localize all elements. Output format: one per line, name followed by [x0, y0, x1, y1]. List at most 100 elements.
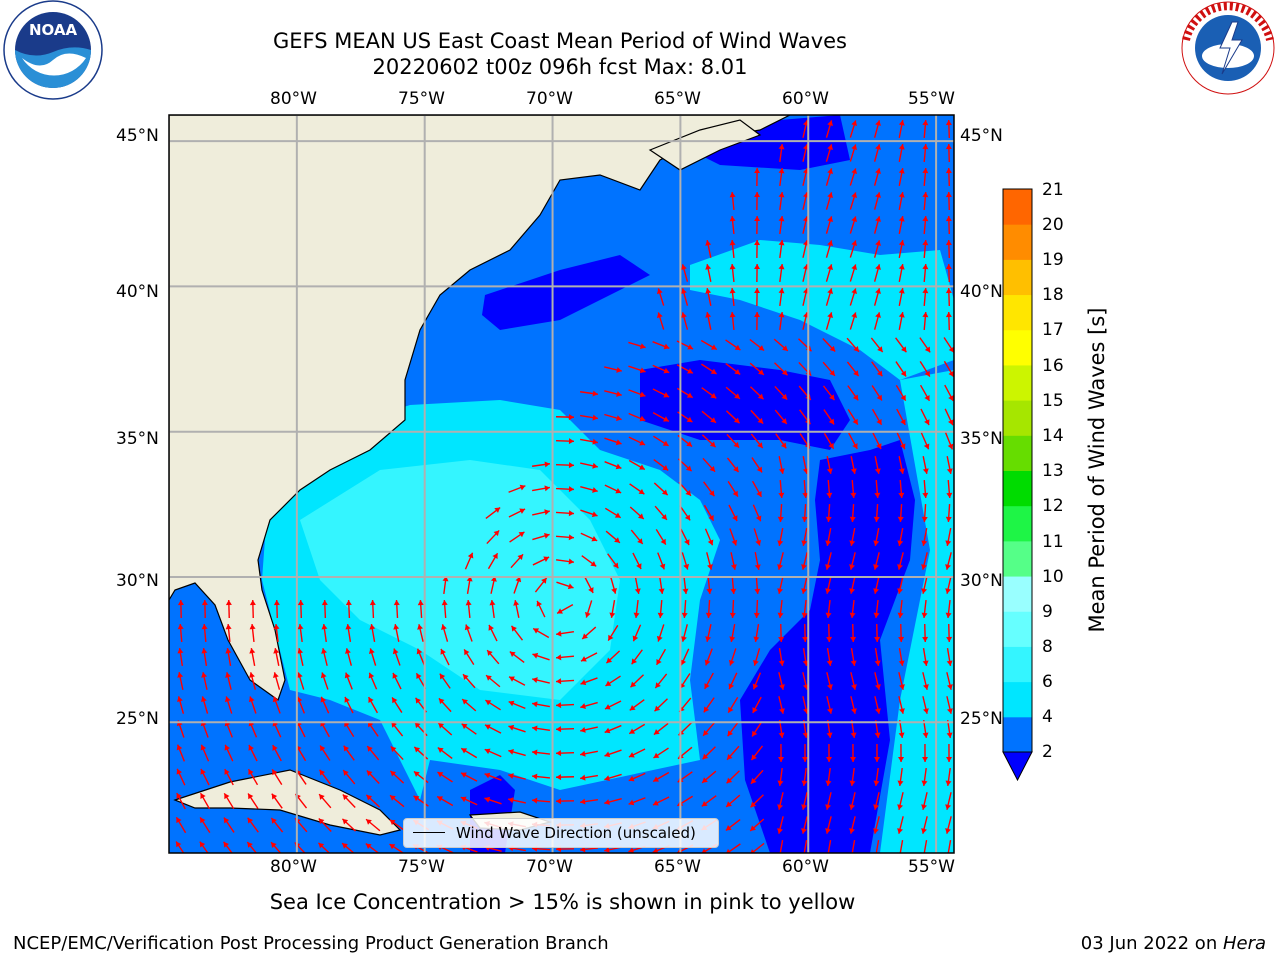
wave-direction-arrow: [945, 528, 952, 546]
wave-direction-arrow: [345, 623, 352, 643]
wave-direction-arrow: [922, 648, 929, 666]
wave-direction-arrow: [652, 364, 670, 374]
wave-direction-arrow: [199, 817, 211, 833]
colorbar-tick: 11: [1042, 532, 1064, 552]
wave-direction-arrow: [629, 674, 645, 688]
wave-direction-arrow: [508, 508, 526, 518]
wave-direction-arrow: [729, 528, 738, 546]
footer-date-text: 03 Jun 2022 on: [1080, 933, 1223, 954]
wave-direction-arrow: [510, 553, 524, 569]
wave-direction-arrow: [754, 215, 761, 235]
wave-direction-arrow: [177, 599, 184, 619]
wave-direction-arrow: [297, 623, 304, 643]
wave-direction-arrow: [705, 264, 712, 282]
wave-direction-arrow: [534, 577, 548, 593]
wave-direction-arrow: [922, 143, 929, 163]
wave-direction-arrow: [945, 816, 952, 834]
wave-direction-arrow: [249, 648, 256, 666]
wave-direction-arrow: [555, 774, 575, 781]
wave-direction-arrow: [440, 648, 450, 666]
wave-direction-arrow: [486, 649, 500, 665]
wave-direction-arrow: [656, 312, 665, 330]
wave-direction-arrow: [898, 144, 905, 162]
wave-direction-arrow: [870, 337, 884, 353]
wave-direction-arrow: [726, 745, 740, 761]
wave-direction-arrow: [752, 504, 762, 522]
wave-direction-arrow: [730, 552, 737, 570]
wave-direction-arrow: [701, 363, 717, 375]
wave-direction-arrow: [271, 768, 283, 786]
wave-direction-arrow: [413, 770, 429, 784]
wave-direction-arrow: [778, 215, 785, 235]
wave-direction-arrow: [702, 746, 716, 760]
wave-direction-arrow: [778, 479, 785, 499]
wave-direction-arrow: [273, 648, 280, 666]
wave-direction-arrow: [725, 386, 741, 400]
wave-direction-arrow: [584, 576, 594, 594]
wave-direction-arrow: [749, 362, 765, 376]
wave-direction-arrow: [729, 239, 736, 259]
wave-direction-arrow: [628, 797, 646, 806]
lat-tick-left-30n: 30°N: [116, 571, 159, 591]
wave-direction-arrow: [850, 672, 857, 690]
wave-direction-arrow: [753, 599, 760, 619]
wave-direction-arrow: [321, 599, 328, 619]
wave-direction-arrow: [922, 672, 929, 690]
wave-direction-arrow: [247, 793, 259, 809]
lon-tick-bottom-70w: 70°W: [526, 857, 573, 877]
wave-direction-arrow: [725, 794, 741, 808]
wave-direction-arrow: [484, 724, 502, 734]
wave-direction-arrow: [652, 412, 670, 422]
wave-direction-arrow: [825, 767, 832, 787]
wave-direction-arrow: [581, 626, 597, 640]
wave-direction-arrow: [413, 795, 429, 807]
colorbar-title: Mean Period of Wind Waves [s]: [1085, 307, 1109, 633]
wave-direction-arrow: [653, 459, 669, 471]
wave-direction-arrow: [390, 745, 404, 761]
wave-direction-arrow: [849, 552, 856, 570]
lon-tick-bottom-75w: 75°W: [398, 857, 445, 877]
wave-direction-arrow: [296, 672, 305, 690]
wave-direction-arrow: [342, 794, 356, 808]
wave-direction-arrow: [225, 623, 232, 643]
wave-direction-arrow: [873, 192, 881, 210]
wave-direction-arrow: [849, 144, 858, 162]
wave-direction-arrow: [778, 648, 785, 666]
wave-direction-arrow: [944, 432, 954, 450]
colorbar-tick: 16: [1042, 356, 1064, 376]
wave-direction-arrow: [580, 532, 598, 542]
wave-direction-arrow: [728, 504, 738, 522]
period-zone-cyan-ne: [690, 240, 954, 380]
wave-direction-arrow: [897, 552, 904, 570]
wave-direction-arrow: [318, 818, 332, 832]
wave-direction-arrow: [531, 773, 551, 780]
colorbar: [1002, 188, 1033, 782]
wave-direction-arrow: [581, 555, 597, 567]
wave-direction-arrow: [439, 673, 451, 689]
wave-direction-arrow: [802, 648, 809, 666]
wave-direction-arrow: [727, 696, 739, 714]
wave-direction-arrow: [873, 264, 881, 282]
wave-direction-arrow: [681, 312, 689, 330]
wave-direction-arrow: [945, 287, 952, 307]
wave-direction-arrow: [704, 648, 713, 666]
wave-direction-arrow: [849, 264, 858, 282]
wave-direction-arrow: [922, 239, 929, 259]
wave-direction-arrow: [391, 697, 403, 713]
colorbar-tick: 20: [1042, 215, 1064, 235]
wave-direction-arrow: [343, 745, 355, 761]
wave-direction-arrow: [898, 479, 905, 499]
wave-direction-arrow: [898, 216, 905, 234]
wave-direction-arrow: [823, 432, 835, 450]
wave-direction-arrow: [532, 701, 550, 708]
wave-direction-arrow: [898, 623, 905, 643]
wave-direction-arrow: [873, 216, 881, 234]
wave-direction-arrow: [466, 576, 473, 594]
wave-direction-arrow: [658, 575, 665, 595]
colorbar-band: [1003, 294, 1032, 331]
wave-direction-arrow: [922, 215, 929, 235]
wave-direction-arrow: [701, 770, 717, 784]
wave-direction-arrow: [199, 841, 209, 853]
wave-direction-arrow: [508, 773, 526, 780]
wave-direction-arrow: [946, 456, 953, 474]
